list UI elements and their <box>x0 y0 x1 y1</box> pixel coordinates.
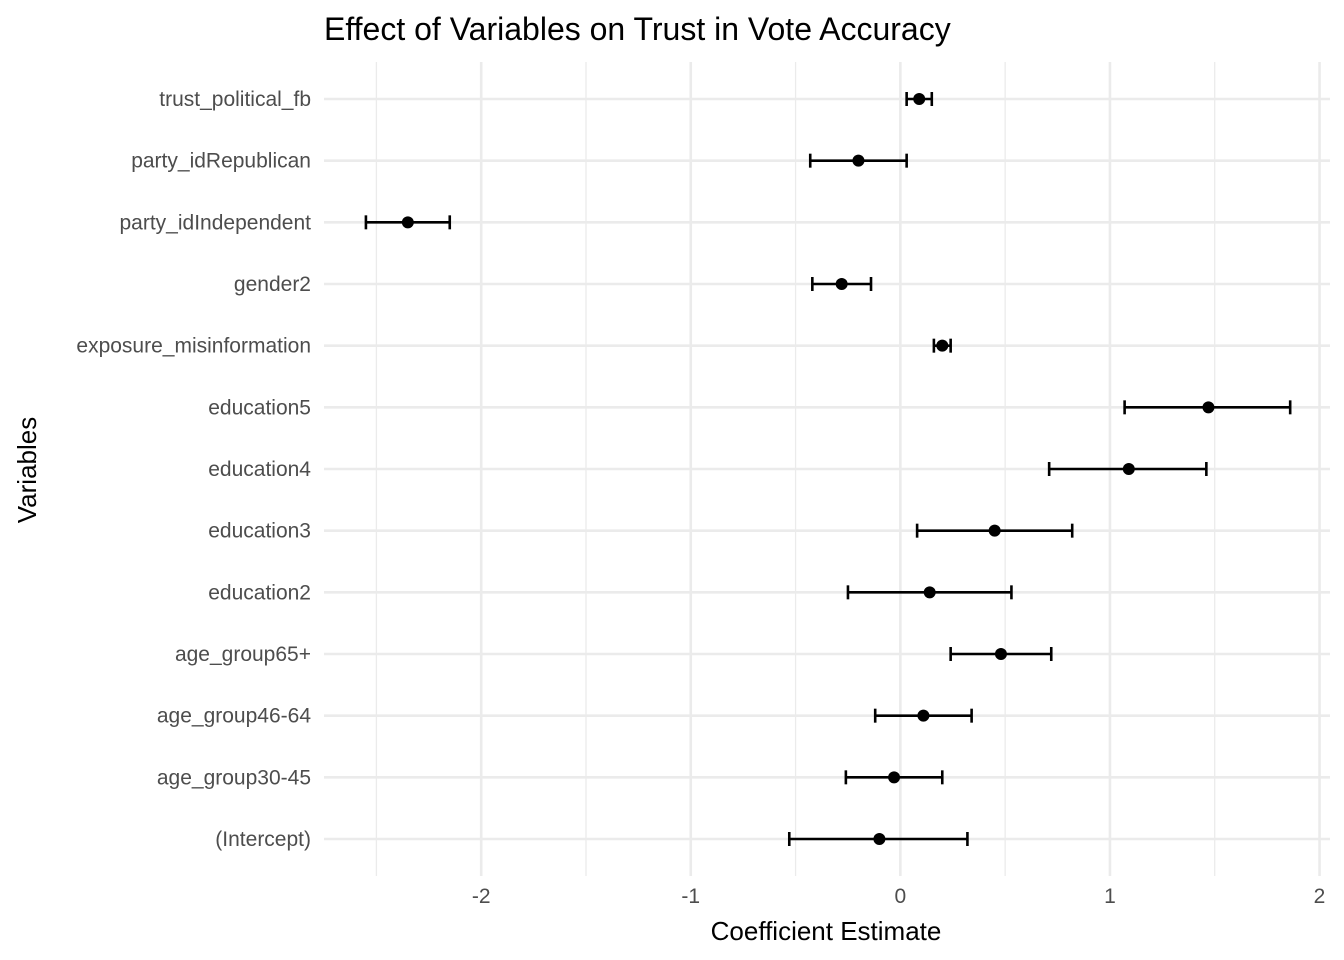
coefficient-(Intercept) <box>787 832 969 846</box>
estimate-point <box>1122 463 1135 475</box>
y-tick-label: party_idRepublican <box>131 150 311 173</box>
y-axis-label: Variables <box>12 417 42 523</box>
x-axis-label: Coefficient Estimate <box>711 916 942 946</box>
estimate-point <box>888 771 901 784</box>
y-tick-label: (Intercept) <box>215 828 311 851</box>
estimate-point <box>936 339 949 352</box>
y-tick-label: education2 <box>208 581 311 604</box>
coefficient-age_group65+ <box>949 647 1053 661</box>
y-tick-label: party_idIndependent <box>120 211 312 234</box>
x-tick-labels: -2 -1 0 1 2 <box>472 885 1326 908</box>
x-tick-label: 0 <box>895 885 907 908</box>
chart-title: Effect of Variables on Trust in Vote Acc… <box>324 11 951 47</box>
coefficient-exposure_misinformation <box>932 338 952 353</box>
y-tick-label: gender2 <box>234 273 311 296</box>
estimate-point <box>917 709 930 722</box>
estimate-point <box>923 586 936 599</box>
y-tick-label: exposure_misinformation <box>76 335 311 358</box>
estimate-point <box>835 278 848 290</box>
y-tick-labels: (Intercept) age_group30-45 age_group46-64 a… <box>76 88 311 851</box>
estimate-point <box>873 833 886 845</box>
x-tick-label: -2 <box>472 885 491 908</box>
y-tick-label: age_group65+ <box>175 643 311 666</box>
y-tick-label: age_group46-64 <box>157 705 311 728</box>
estimate-point <box>1202 401 1215 414</box>
data-marks <box>364 92 1292 846</box>
estimate-point <box>988 524 1001 537</box>
estimate-point <box>401 216 414 229</box>
coefficient-education4 <box>1047 462 1208 476</box>
coefficient-trust_political_fb <box>905 92 934 106</box>
y-tick-label: education5 <box>208 396 311 419</box>
estimate-point <box>913 93 926 105</box>
y-tick-label: education4 <box>208 458 311 481</box>
coefficient-age_group46-64 <box>873 708 973 723</box>
grid-lines <box>324 62 1330 876</box>
x-tick-label: -1 <box>681 885 700 908</box>
coefficient-education2 <box>846 585 1013 600</box>
coefficient-education3 <box>915 523 1074 538</box>
x-tick-label: 2 <box>1314 885 1326 908</box>
coefficient-age_group30-45 <box>844 770 944 785</box>
y-tick-label: education3 <box>208 520 311 543</box>
y-tick-label: age_group30-45 <box>157 766 311 789</box>
y-tick-label: trust_political_fb <box>159 88 311 111</box>
x-tick-label: 1 <box>1104 885 1116 908</box>
coefficient-party_idIndependent <box>364 215 452 230</box>
coefficient-gender2 <box>811 277 873 291</box>
estimate-point <box>994 648 1007 660</box>
coefficient-party_idRepublican <box>808 153 908 168</box>
coefficient-education5 <box>1123 400 1292 415</box>
estimate-point <box>852 154 865 167</box>
